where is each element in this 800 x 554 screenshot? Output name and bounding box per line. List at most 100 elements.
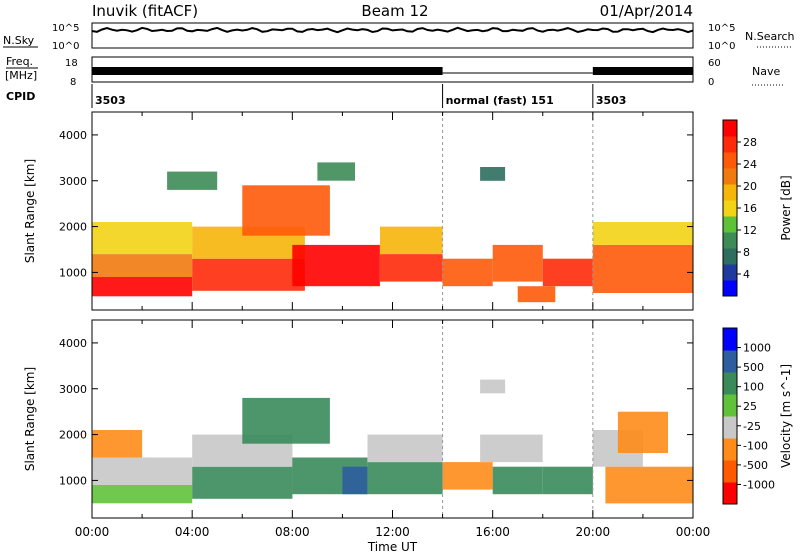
colorbar-tick-label: -500	[743, 459, 768, 472]
x-axis-label: Time UT	[367, 540, 418, 554]
heatmap-cell	[367, 462, 443, 495]
cpid-segment-label: 3503	[596, 94, 627, 107]
y-tick-label: 3000	[59, 383, 87, 396]
colorbar-tick-label: -1000	[743, 478, 775, 491]
y-tick-label: 1000	[59, 266, 87, 279]
heatmap-cell	[492, 244, 543, 282]
colorbar-swatch	[723, 216, 737, 233]
heatmap-cell	[192, 258, 305, 291]
colorbar-swatch	[723, 460, 737, 483]
y-tick-label: 2000	[59, 429, 87, 442]
noise-panel: N.Sky 10^5 10^0 10^5 10^0 N.Search	[3, 22, 795, 52]
colorbar-swatch	[723, 232, 737, 249]
heatmap-cell	[542, 466, 593, 495]
x-tick-label: 04:00	[175, 525, 210, 539]
colorbar-swatch	[723, 168, 737, 185]
nsky-trace	[91, 26, 694, 34]
colorbar-swatch	[723, 184, 737, 201]
colorbar-label: Power [dB]	[779, 175, 793, 240]
heatmap-cell	[92, 277, 193, 297]
colorbar-swatch	[723, 482, 737, 505]
heatmap-cell	[480, 379, 506, 394]
y-tick-label: 4000	[59, 337, 87, 350]
colorbar-tick-label: 25	[743, 400, 757, 413]
x-tick-label: 16:00	[475, 525, 510, 539]
heatmap-cell	[292, 244, 380, 287]
heatmap-cell	[92, 254, 193, 277]
heatmap-cell	[492, 466, 543, 495]
colorbar-swatch	[723, 328, 737, 351]
x-tick-label: 08:00	[275, 525, 310, 539]
colorbar-label: Velocity [m s^-1]	[779, 364, 793, 468]
colorbar-swatch	[723, 438, 737, 461]
freq-band-left	[92, 67, 443, 75]
cpid-segment-label: 3503	[95, 94, 126, 107]
colorbar-tick-label: -25	[743, 420, 761, 433]
colorbar-swatch	[723, 152, 737, 169]
y-axis-label: Slant Range [km]	[23, 159, 37, 263]
heatmap-cell	[92, 457, 193, 485]
freq-nave-panel: Freq. [MHz] 18 8 60 0 Nave	[5, 55, 784, 88]
x-tick-label: 12:00	[375, 525, 410, 539]
heatmap-cell	[442, 258, 493, 287]
colorbar-swatch	[723, 264, 737, 281]
colorbar-swatch	[723, 200, 737, 217]
x-tick-label: 20:00	[576, 525, 611, 539]
colorbar-swatch	[723, 280, 737, 297]
heatmap-cell	[92, 430, 143, 458]
colorbar-swatch	[723, 394, 737, 417]
heatmap-cell	[442, 462, 493, 490]
heatmap-cell	[592, 222, 693, 245]
colorbar-swatch	[723, 350, 737, 373]
y-axis-label: Slant Range [km]	[23, 367, 37, 471]
y-tick-label: 1000	[59, 474, 87, 487]
heatmap-cell	[367, 434, 443, 463]
freq-band-right	[592, 67, 693, 75]
colorbar-tick-label: 20	[743, 180, 757, 193]
noise-tick-right: 10^0	[708, 41, 735, 52]
heatmap-cell	[317, 162, 355, 181]
heatmap-cell	[92, 222, 193, 255]
heatmap-cell	[542, 258, 593, 287]
colorbar-tick-label: 4	[743, 268, 750, 281]
colorbar-tick-label: 500	[743, 361, 764, 374]
heatmap-cell	[592, 244, 693, 293]
station-title: Inuvik (fitACF)	[92, 2, 198, 20]
freq-unit-label: [MHz]	[5, 69, 37, 82]
nave-tick: 0	[708, 77, 714, 88]
heatmap-cell	[342, 466, 368, 495]
heatmap-cell	[480, 434, 543, 463]
heatmap-cell	[380, 254, 443, 282]
velocity-panel: 1000 2000 3000 4000 Slant Range [km] -1000 -5…	[23, 319, 793, 519]
date-title: 01/Apr/2014	[600, 2, 693, 20]
heatmap-cell	[617, 411, 668, 453]
heatmap-cell	[192, 466, 293, 499]
beam-title: Beam 12	[361, 2, 428, 20]
colorbar-swatch	[723, 120, 737, 137]
colorbar-tick-label: 16	[743, 202, 757, 215]
nave-tick: 60	[708, 58, 721, 69]
freq-label: Freq.	[6, 55, 33, 68]
colorbar-swatch	[723, 416, 737, 439]
nave-label: Nave	[752, 65, 780, 78]
cpid-label: CPID	[6, 90, 35, 103]
heatmap-cell	[242, 397, 330, 444]
colorbar-swatch	[723, 372, 737, 395]
freq-tick: 8	[70, 77, 76, 88]
noise-tick-left: 10^0	[52, 41, 79, 52]
colorbar-tick-label: 1000	[743, 342, 771, 355]
colorbar-tick-label: 12	[743, 224, 757, 237]
noise-tick-right: 10^5	[708, 23, 735, 34]
freq-tick: 18	[65, 58, 78, 69]
colorbar-tick-label: -100	[743, 439, 768, 452]
nsky-label: N.Sky	[3, 34, 35, 47]
y-tick-label: 4000	[59, 129, 87, 142]
heatmap-cell	[242, 185, 330, 236]
y-tick-label: 3000	[59, 175, 87, 188]
heatmap-cell	[380, 226, 443, 255]
nsearch-label: N.Search	[745, 30, 795, 43]
heatmap-cell	[167, 171, 218, 190]
heatmap-cell	[517, 286, 556, 303]
colorbar-swatch	[723, 136, 737, 153]
